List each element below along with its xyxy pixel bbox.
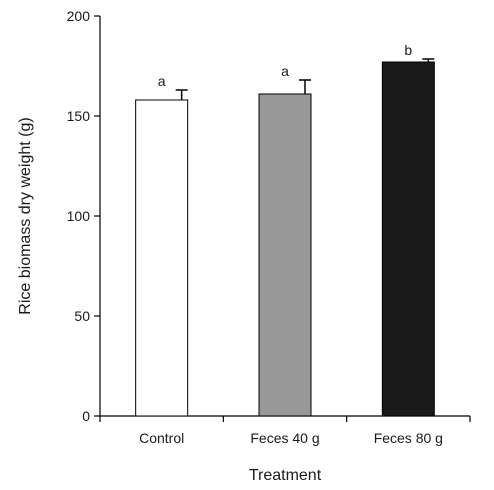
significance-label: a [158,73,166,89]
bars: a a b [136,42,435,416]
significance-label: a [281,63,289,79]
error-bar [299,80,311,94]
x-axis: Control Feces 40 g Feces 80 g [100,416,470,446]
x-axis-title: Treatment [249,467,322,484]
bar-1 [136,100,188,416]
significance-label: b [404,42,412,58]
x-tick-label: Control [139,430,184,446]
bar-3 [382,62,434,416]
y-tick-label: 200 [67,8,91,24]
y-tick-label: 0 [82,408,90,424]
x-tick-label: Feces 80 g [374,430,443,446]
y-axis-title: Rice biomass dry weight (g) [17,117,34,314]
y-tick-label: 50 [74,308,90,324]
error-bar [176,90,188,100]
y-tick-label: 150 [67,108,91,124]
y-axis: 0 50 100 150 200 [67,8,100,424]
x-tick-label: Feces 40 g [250,430,319,446]
y-tick-label: 100 [67,208,91,224]
bar-2 [259,94,311,416]
